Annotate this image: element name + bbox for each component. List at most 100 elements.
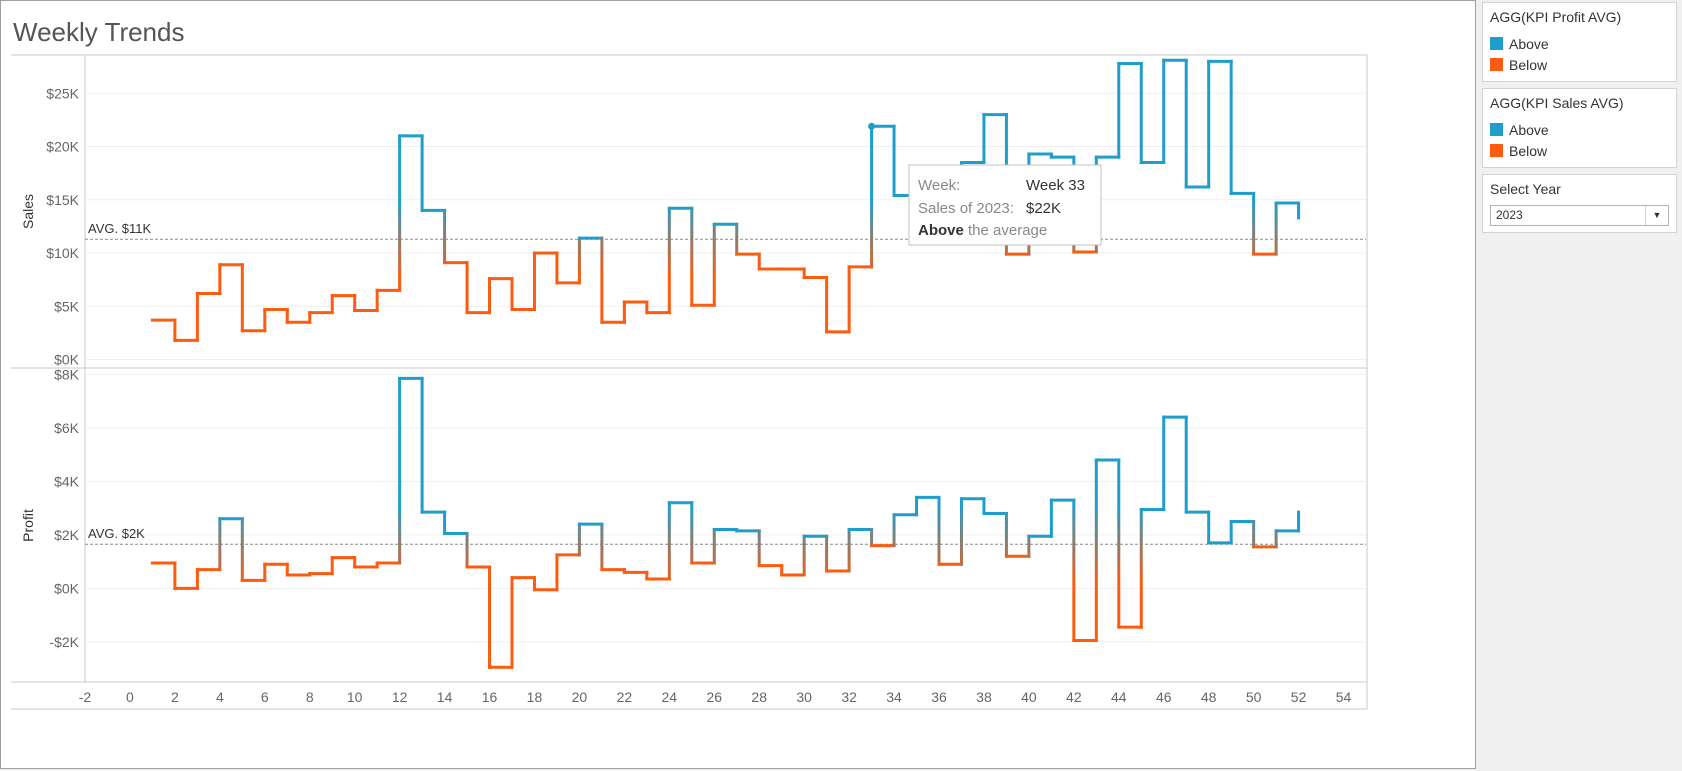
sales-step-riser [285,307,289,324]
sales-step-riser [712,222,716,307]
profit-series [150,376,1301,669]
sales-step-riser [443,208,447,265]
profit-step-riser [353,556,357,569]
profit-step-riser [1027,534,1031,558]
x-tick-label: 54 [1336,689,1352,705]
sales-step-riser [1184,58,1188,189]
tooltip-summary-bold: Above [918,222,964,239]
sales-step-riser [577,236,581,285]
y-axis-title: Sales [20,194,36,229]
profit-step-riser [847,528,851,573]
average-label: AVG. $11K [88,221,151,236]
sales-step-riser [488,277,492,315]
x-tick-label: 36 [931,689,947,705]
sales-step-riser [870,124,874,269]
x-tick-label: 10 [347,689,363,705]
sales-step-riser [1162,58,1166,165]
tooltip-box [908,164,1102,246]
side-panel: AGG(KPI Profit AVG) Above Below AGG(KPI … [1482,0,1677,239]
legend-item-above[interactable]: Above [1490,119,1669,140]
highlighted-point [868,122,876,130]
sales-step-riser [1274,201,1278,256]
profit-step-riser [218,517,222,572]
profit-step-riser [1049,498,1053,538]
sales-step-riser [1297,201,1301,220]
profit-step-riser [1252,519,1256,549]
profit-step-riser [195,568,199,590]
legend-sales-kpi: AGG(KPI Sales AVG) Above Below [1482,88,1677,168]
legend-item-below[interactable]: Below [1490,140,1669,161]
x-tick-label: 8 [306,689,314,705]
sales-step-riser [1139,61,1143,165]
x-tick-label: 46 [1156,689,1172,705]
caret-down-icon[interactable]: ▼ [1645,206,1668,225]
tooltip-summary-rest: the average [964,222,1047,239]
x-tick-label: 52 [1291,689,1307,705]
x-tick-label: 4 [216,689,224,705]
legend-item-above[interactable]: Above [1490,33,1669,54]
sales-step-riser [532,251,536,311]
x-tick-label: 12 [392,689,408,705]
profit-step-riser [285,562,289,577]
weekly-trends-chart[interactable]: $0K $5K $10K $15K $20K $25K Sales AVG. $11K -$2K… [1,1,1477,770]
x-tick-label: 40 [1021,689,1037,705]
sales-step-riser [510,277,514,311]
profit-step-riser [1184,415,1188,514]
legend-label: Below [1509,142,1548,159]
profit-step-riser [959,497,963,566]
profit-step-riser [915,495,919,517]
sales-step-riser [398,134,402,292]
x-tick-label: 14 [437,689,453,705]
legend-title: AGG(KPI Profit AVG) [1490,9,1622,25]
year-select[interactable]: 2023 ▼ [1490,205,1669,226]
sales-step-riser [375,288,379,313]
y-tick-label: $2K [54,527,80,543]
sales-step-riser [465,261,469,315]
profit-step-riser [488,565,492,669]
profit-step-riser [1139,507,1143,629]
profit-step-riser [532,576,536,592]
profit-step-riser [375,561,379,569]
x-tick-label: 38 [976,689,992,705]
sales-step-riser [667,206,671,315]
sales-step-riser [1229,59,1233,195]
profit-step-riser [555,553,559,592]
color-swatch-icon [1490,37,1503,50]
x-tick-label: 48 [1201,689,1217,705]
profit-step-riser [1274,529,1278,549]
x-tick-label: 30 [796,689,812,705]
profit-step-riser [645,570,649,581]
profit-step-riser [240,517,244,582]
sales-step-riser [757,252,761,271]
profit-step-riser [398,376,402,565]
legend-profit-kpi: AGG(KPI Profit AVG) Above Below [1482,2,1677,82]
tooltip-key: Week: [918,177,960,194]
profit-step-riser [825,534,829,573]
sales-step-riser [735,222,739,256]
x-tick-label: -2 [79,689,92,705]
profit-step-riser [712,528,716,565]
x-tick-label: 42 [1066,689,1082,705]
sales-step-riser [330,294,334,315]
x-tick-label: 18 [527,689,543,705]
sales-step-riser [892,124,896,198]
page-title: Weekly Trends [13,17,185,47]
y-tick-label: $0K [54,352,80,368]
legend-item-below[interactable]: Below [1490,54,1669,75]
x-tick-label: 34 [886,689,902,705]
profit-step-riser [1004,511,1008,558]
y-tick-label: $5K [54,298,80,314]
legend-title: AGG(KPI Sales AVG) [1490,95,1624,111]
profit-step-riser [1229,519,1233,545]
y-tick-label: $15K [46,192,79,208]
y-tick-label: $25K [46,85,79,101]
color-swatch-icon [1490,144,1503,157]
profit-step-riser [510,576,514,669]
profit-step-riser [1117,458,1121,629]
color-swatch-icon [1490,123,1503,136]
y-tick-label: $4K [54,473,80,489]
filter-title: Select Year [1490,181,1561,197]
x-tick-label: 6 [261,689,269,705]
y-tick-label: $20K [46,139,79,155]
profit-step-riser [802,534,806,577]
